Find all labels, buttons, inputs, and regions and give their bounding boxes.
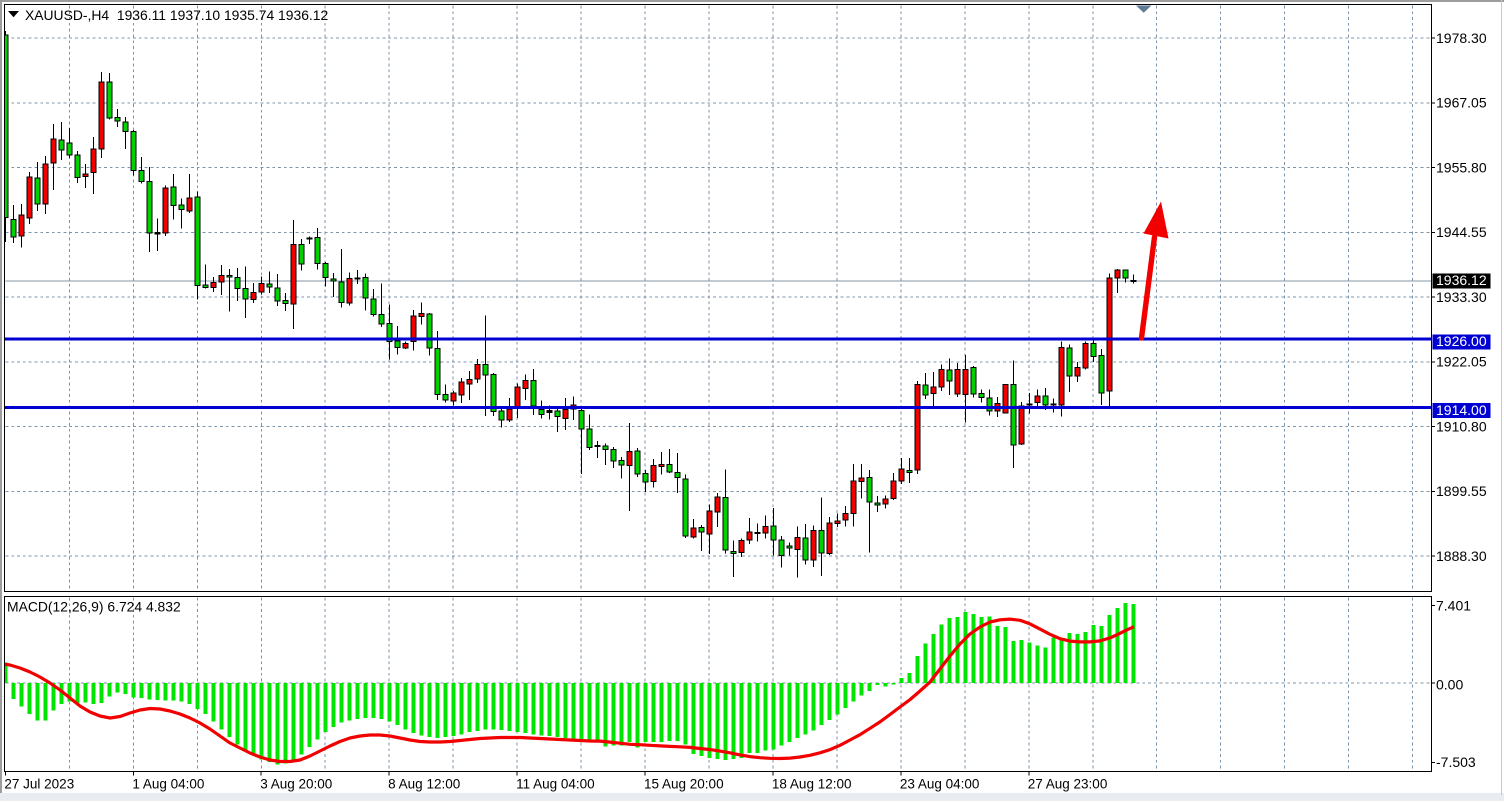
svg-text:7.401: 7.401	[1436, 598, 1471, 614]
svg-text:1978.30: 1978.30	[1436, 30, 1487, 46]
svg-text:23 Aug 04:00: 23 Aug 04:00	[900, 777, 980, 792]
svg-text:1910.80: 1910.80	[1436, 418, 1487, 434]
svg-text:1 Aug 04:00: 1 Aug 04:00	[132, 777, 204, 792]
svg-text:27 Aug 23:00: 27 Aug 23:00	[1028, 777, 1108, 792]
svg-text:3 Aug 20:00: 3 Aug 20:00	[260, 777, 332, 792]
svg-text:11 Aug 04:00: 11 Aug 04:00	[516, 777, 595, 792]
svg-text:1936.12: 1936.12	[1436, 272, 1487, 288]
svg-text:1955.80: 1955.80	[1436, 159, 1487, 175]
svg-text:1899.55: 1899.55	[1436, 483, 1487, 499]
svg-text:1926.00: 1926.00	[1436, 333, 1487, 349]
svg-text:MACD(12,26,9) 6.724 4.832: MACD(12,26,9) 6.724 4.832	[7, 599, 181, 615]
svg-text:8 Aug 12:00: 8 Aug 12:00	[388, 777, 460, 792]
svg-text:1944.55: 1944.55	[1436, 224, 1487, 240]
svg-text:-7.503: -7.503	[1436, 754, 1476, 770]
svg-text:1933.30: 1933.30	[1436, 289, 1487, 305]
svg-text:0.00: 0.00	[1436, 676, 1463, 692]
svg-text:1914.00: 1914.00	[1436, 402, 1487, 418]
svg-text:1967.05: 1967.05	[1436, 95, 1487, 111]
svg-text:1922.05: 1922.05	[1436, 354, 1487, 370]
svg-text:XAUUSD-,H4 1936.11 1937.10 19: XAUUSD-,H4 1936.11 1937.10 1935.74 1936.…	[25, 7, 329, 23]
svg-text:18 Aug 12:00: 18 Aug 12:00	[772, 777, 852, 792]
svg-text:1888.30: 1888.30	[1436, 548, 1487, 564]
svg-text:15 Aug 20:00: 15 Aug 20:00	[644, 777, 724, 792]
svg-text:27 Jul 2023: 27 Jul 2023	[4, 777, 74, 792]
